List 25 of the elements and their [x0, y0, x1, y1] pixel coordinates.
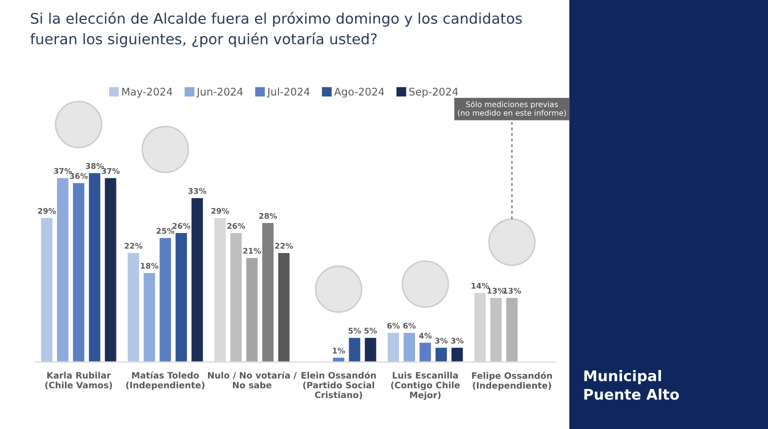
bar	[244, 256, 260, 362]
x-tick-label: Matías Toledo (Independiente)	[126, 371, 204, 390]
x-tick-label: Karla Rubilar (Chile Vamos)	[45, 372, 112, 390]
chart-title: Si la elección de Alcalde fuera el próximo domingo y los candidatos fueran los siguientes, ¿por quién votaría usted?	[30, 12, 522, 48]
legend-label: Ago-2024	[334, 88, 384, 98]
bar	[88, 172, 102, 362]
x-tick-label: Felipe Ossandón (Independiente)	[472, 372, 552, 390]
x-tick-label: Luis Escanilla (Contigo Chile Mejor)	[391, 372, 460, 400]
bar	[228, 232, 244, 362]
bar	[260, 222, 275, 362]
bar	[504, 296, 520, 362]
bar	[103, 176, 118, 362]
bar	[276, 252, 291, 362]
bar	[347, 336, 362, 362]
legend-label: Jun-2024	[196, 88, 243, 98]
text: Municipal Puente Alto	[584, 370, 679, 400]
legend-label: Jul-2024	[266, 88, 310, 98]
bar	[363, 336, 378, 362]
legend-label: Sep-2024	[409, 88, 458, 98]
x-tick-label: Nulo / No votaría / No sabe	[208, 371, 297, 388]
bar	[488, 296, 504, 362]
x-tick-label: Elein Ossandón (Partido Social Cristiano)	[302, 371, 376, 400]
bar	[386, 331, 400, 362]
bar	[126, 252, 140, 362]
legend-label: May-2024	[122, 88, 172, 98]
